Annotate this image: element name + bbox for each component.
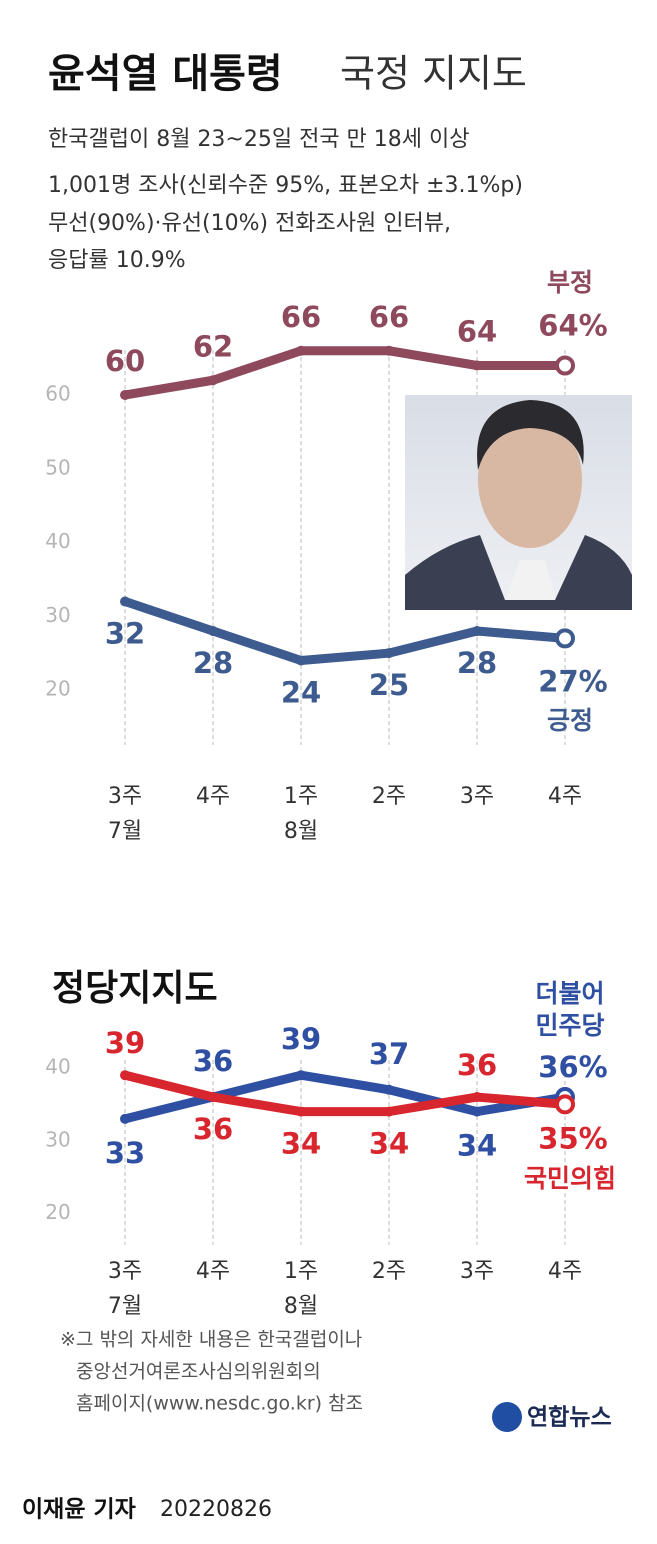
value-label: 34 xyxy=(369,1127,409,1161)
point xyxy=(384,648,394,659)
x-tick-label: 3주 xyxy=(108,1259,142,1284)
series-name: 긍정 xyxy=(547,706,593,735)
point xyxy=(208,375,218,386)
byline-date: 20220826 xyxy=(160,1497,272,1522)
title-light: 국정 지지도 xyxy=(340,52,527,96)
value-label: 36 xyxy=(193,1112,233,1146)
value-label: 34 xyxy=(281,1127,321,1161)
title-bold: 윤석열 대통령 xyxy=(48,51,283,97)
y-tick-label: 20 xyxy=(45,1200,70,1224)
x-group-label: 8월 xyxy=(284,819,318,844)
series-name: 더불어민주당 xyxy=(535,979,605,1040)
y-tick-label: 30 xyxy=(45,1127,70,1151)
x-group-label: 7월 xyxy=(108,1294,142,1319)
point xyxy=(296,1070,306,1081)
point xyxy=(472,1092,482,1103)
point xyxy=(208,1092,218,1103)
x-tick-label: 4주 xyxy=(548,784,582,809)
point xyxy=(120,1070,130,1081)
point xyxy=(120,390,130,400)
y-tick-label: 50 xyxy=(45,455,70,479)
byline-reporter: 이재윤 기자 xyxy=(22,1497,136,1523)
line xyxy=(120,1070,570,1124)
value-label: 27% xyxy=(538,664,607,698)
value-label: 36 xyxy=(193,1044,233,1078)
value-label: 36 xyxy=(457,1048,497,1082)
value-label: 62 xyxy=(193,329,233,363)
subtitle: 무선(90%)·유선(10%) 전화조사원 인터뷰, xyxy=(48,211,451,236)
x-tick-label: 4주 xyxy=(196,1259,230,1284)
y-tick-label: 60 xyxy=(45,382,70,406)
value-label: 64 xyxy=(457,315,497,349)
series-name: 국민의힘 xyxy=(524,1164,616,1193)
x-group-label: 8월 xyxy=(284,1294,318,1319)
value-label: 66 xyxy=(281,300,321,334)
logo: 연합뉴스 xyxy=(527,1405,612,1431)
line xyxy=(120,346,570,400)
x-tick-label: 1주 xyxy=(284,784,318,809)
point xyxy=(120,1113,130,1124)
chart-title: 정당지지도 xyxy=(52,968,218,1009)
value-label: 64% xyxy=(538,309,607,343)
x-tick-label: 2주 xyxy=(372,1259,406,1284)
x-tick-label: 3주 xyxy=(460,1259,494,1284)
photo xyxy=(405,395,632,610)
x-group-label: 7월 xyxy=(108,819,142,844)
footnote: 홈페이지(www.nesdc.go.kr) 참조 xyxy=(76,1393,363,1415)
point xyxy=(384,1084,394,1095)
point xyxy=(472,360,482,371)
y-tick-label: 20 xyxy=(45,677,70,701)
y-tick-label: 40 xyxy=(45,1054,70,1078)
y-tick-label: 40 xyxy=(45,529,70,553)
value-label: 34 xyxy=(457,1129,497,1163)
point xyxy=(555,1094,575,1115)
value-label: 37 xyxy=(369,1037,409,1071)
value-label: 66 xyxy=(369,300,409,334)
value-label: 35% xyxy=(538,1121,607,1155)
point xyxy=(555,355,575,376)
point xyxy=(208,626,218,636)
value-label: 60 xyxy=(105,344,145,378)
point xyxy=(384,1106,394,1117)
footnote: ※그 밖의 자세한 내용은 한국갤럽이나 xyxy=(60,1329,362,1351)
value-label: 32 xyxy=(105,617,145,651)
y-tick-label: 30 xyxy=(45,603,70,627)
value-label: 39 xyxy=(281,1022,321,1056)
x-tick-label: 3주 xyxy=(108,784,142,809)
subtitle: 1,001명 조사(신뢰수준 95%, 표본오차 ±3.1%p) xyxy=(48,173,523,198)
x-tick-label: 4주 xyxy=(196,784,230,809)
value-label: 25 xyxy=(369,668,409,702)
point xyxy=(384,345,394,356)
value-label: 28 xyxy=(193,646,233,680)
value-label: 36% xyxy=(538,1050,607,1084)
logo-mark xyxy=(492,1402,522,1432)
value-label: 28 xyxy=(457,646,497,680)
footnote: 중앙선거여론조사심의위원회의 xyxy=(76,1361,321,1383)
point xyxy=(472,626,482,636)
x-tick-label: 1주 xyxy=(284,1259,318,1284)
point xyxy=(296,655,306,666)
x-tick-label: 3주 xyxy=(460,784,494,809)
point xyxy=(472,1106,482,1117)
value-label: 39 xyxy=(105,1026,145,1060)
value-label: 33 xyxy=(105,1136,145,1170)
line xyxy=(120,1070,570,1117)
series-name: 부정 xyxy=(547,268,593,297)
value-label: 24 xyxy=(281,676,321,710)
line xyxy=(120,597,570,665)
point xyxy=(296,345,306,356)
subtitle: 한국갤럽이 8월 23~25일 전국 만 18세 이상 xyxy=(48,127,470,152)
x-tick-label: 4주 xyxy=(548,1259,582,1284)
subtitle: 응답률 10.9% xyxy=(48,248,186,273)
point xyxy=(296,1106,306,1117)
point xyxy=(555,628,575,649)
x-tick-label: 2주 xyxy=(372,784,406,809)
point xyxy=(120,596,130,607)
